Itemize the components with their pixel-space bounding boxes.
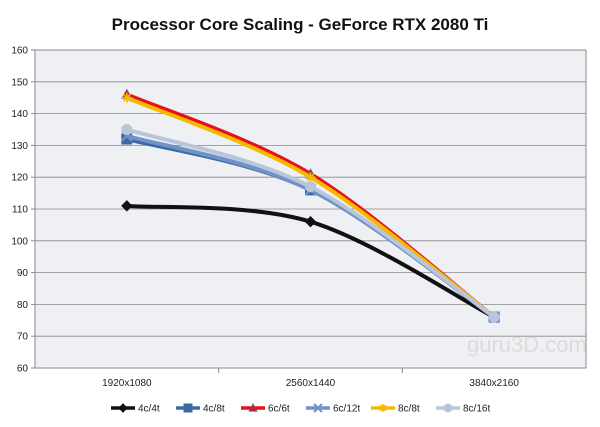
legend-marker bbox=[313, 403, 323, 413]
legend-label: 4c/8t bbox=[203, 404, 225, 415]
data-point bbox=[121, 92, 132, 103]
y-tick-label: 160 bbox=[11, 46, 28, 57]
legend-label: 6c/6t bbox=[268, 404, 290, 415]
x-tick-label: 1920x1080 bbox=[102, 378, 152, 389]
legend-item: 8c/16t bbox=[436, 403, 490, 415]
legend-marker bbox=[118, 403, 128, 413]
data-point bbox=[121, 200, 133, 212]
y-tick-label: 90 bbox=[17, 268, 29, 279]
data-point bbox=[121, 124, 133, 135]
y-tick-label: 130 bbox=[11, 141, 28, 152]
series-lines bbox=[121, 88, 500, 323]
series-8c-16t bbox=[121, 124, 500, 323]
legend-item: 6c/12t bbox=[306, 403, 360, 415]
data-point bbox=[305, 172, 316, 183]
x-axis-ticks: 1920x1080 2560x1440 3840x2160 bbox=[102, 368, 519, 389]
legend-marker bbox=[248, 403, 258, 412]
y-axis-ticks: 60 70 80 90 100 110 120 130 140 150 160 bbox=[11, 46, 28, 375]
legend-label: 8c/8t bbox=[398, 404, 420, 415]
data-point bbox=[304, 216, 317, 228]
y-tick-label: 70 bbox=[17, 332, 29, 343]
legend-label: 6c/12t bbox=[333, 404, 360, 415]
legend-item: 6c/6t bbox=[241, 403, 290, 415]
watermark-text: guru3D.com bbox=[467, 332, 587, 357]
y-tick-label: 100 bbox=[11, 236, 28, 247]
legend-item: 8c/8t bbox=[371, 404, 420, 415]
x-tick-label: 3840x2160 bbox=[469, 378, 519, 389]
data-point bbox=[305, 181, 316, 193]
y-tick-label: 110 bbox=[12, 205, 28, 216]
y-tick-label: 140 bbox=[11, 109, 28, 120]
legend-label: 8c/16t bbox=[463, 404, 490, 415]
legend: 4c/4t 4c/8t 6c/6t 6c/12t 8c/8t 8c/16t bbox=[111, 403, 490, 415]
y-tick-label: 80 bbox=[17, 300, 29, 311]
y-tick-label: 150 bbox=[11, 77, 28, 88]
legend-marker bbox=[443, 403, 453, 413]
legend-item: 4c/4t bbox=[111, 403, 160, 415]
legend-item: 4c/8t bbox=[176, 403, 225, 415]
chart-title: Processor Core Scaling - GeForce RTX 208… bbox=[112, 15, 489, 34]
legend-marker bbox=[379, 404, 387, 412]
y-tick-label: 120 bbox=[11, 173, 28, 184]
data-point bbox=[488, 311, 500, 323]
x-tick-label: 2560x1440 bbox=[286, 378, 336, 389]
legend-marker bbox=[183, 403, 193, 413]
legend-label: 4c/4t bbox=[138, 404, 160, 415]
y-tick-label: 60 bbox=[17, 364, 29, 375]
